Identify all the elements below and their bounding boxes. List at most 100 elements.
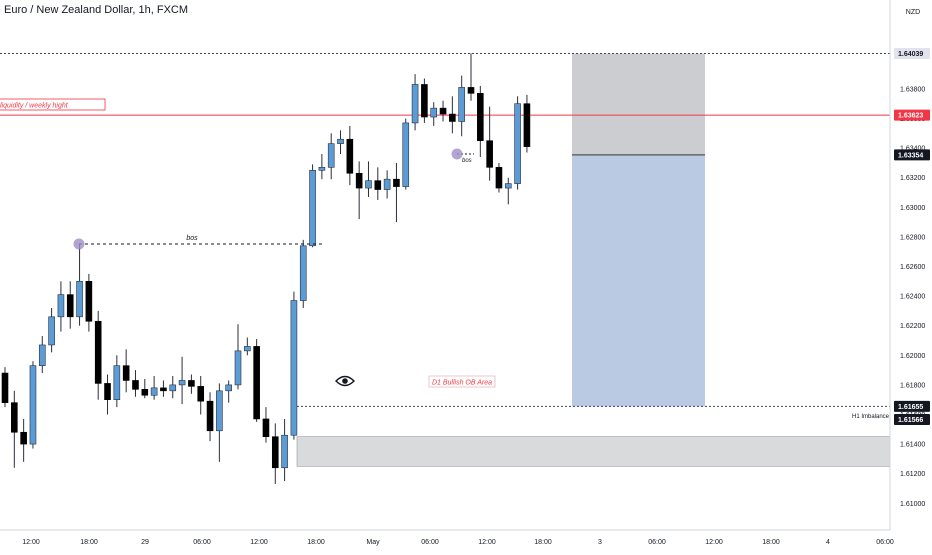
candle [234,350,242,386]
candle [504,183,512,189]
price-tick-label: 1.62200 [900,323,925,330]
candle [495,167,503,189]
candle [113,365,121,401]
price-tag [894,109,930,121]
candle [309,170,316,247]
time-tick-label: 29 [141,539,149,546]
candle [327,143,335,168]
price-tag [894,48,930,60]
candle [355,172,363,189]
time-tick-label: 4 [826,539,830,546]
candle [374,180,382,190]
price-tick-label: 1.63800 [900,86,925,93]
time-tick-label: 3 [598,539,602,546]
liquidity-label-box [0,98,106,111]
candle [253,346,260,420]
candle [216,390,223,432]
price-tick-label: 1.61400 [900,442,925,449]
candle [11,402,18,433]
price-tick-label: 1.61000 [900,501,925,508]
ob-label-box [428,375,496,388]
price-axis-currency: NZD [906,9,920,16]
price-tag-label: 1.61655 [898,404,923,411]
candle [467,87,475,94]
liquidity-label: liquidity / weekly hight [0,103,69,110]
candle [20,431,27,445]
candle [1,372,9,403]
candle [57,294,65,318]
price-tick-label: 1.62400 [900,294,925,301]
time-tick-label: 12:00 [250,539,268,546]
eye-icon[interactable] [335,375,355,387]
price-tag-label: 1.64039 [898,51,923,58]
candle [421,84,428,118]
candle [458,87,465,122]
position-target-zone [572,154,705,407]
candle [337,138,344,144]
time-tick-label: 18:00 [80,539,98,546]
bos-label-1: bos [186,235,198,242]
candle [281,434,288,469]
symbol-title[interactable]: Euro / New Zealand Dollar, 1h, FXCM [4,4,189,16]
price-tick-label: 1.61200 [900,471,925,478]
price-tick-label: 1.63000 [900,205,925,212]
ob-label: D1 Bullish OB Area [432,380,492,387]
price-tag-label: 1.63623 [898,113,923,120]
price-tick-label: 1.61800 [900,382,925,389]
candle [439,107,447,115]
time-tick-label: 06:00 [876,539,894,546]
bos-label-2: bos [462,158,472,164]
price-tick-label: 1.62600 [900,264,925,271]
candle [346,138,354,174]
candle [188,380,195,387]
imbalance-label: H1 Imbalance [852,414,890,420]
time-tick-label: 12:00 [705,539,723,546]
candle [178,380,186,386]
candle [411,84,419,124]
time-tick-label: May [366,539,380,546]
time-tick-label: 06:00 [648,539,666,546]
candle [244,346,251,352]
price-tick-label: 1.63400 [900,146,925,153]
candle [141,389,149,396]
price-tick-label: 1.62800 [900,234,925,241]
d1-bullish-ob-zone [296,436,891,467]
candle [430,107,438,118]
candle [122,365,130,381]
time-tick-label: 18:00 [534,539,552,546]
candle [132,380,139,390]
candle [523,103,531,147]
candle [477,93,484,141]
position-stop-zone [572,53,705,155]
price-tick-label: 1.62000 [900,353,925,360]
candle [29,365,37,445]
time-axis-bg [0,530,890,550]
candle [365,180,372,189]
candle [449,113,456,122]
candle [38,344,46,366]
candle [76,280,83,318]
candle [318,167,326,171]
candle [383,178,391,190]
price-tag-label: 1.63354 [898,152,923,159]
candle [169,384,177,392]
candle [85,280,93,322]
candle [299,245,307,301]
candle [160,387,167,392]
time-tick-label: 06:00 [193,539,211,546]
candle [290,300,298,436]
time-tick-label: 12:00 [478,539,496,546]
candle [94,320,102,384]
candle [197,386,205,402]
candle [48,316,55,346]
candle [66,294,74,318]
price-axis-bg [890,0,932,550]
pivot-marker-1 [73,238,85,250]
time-tick-label: 06:00 [421,539,439,546]
price-tag [894,400,930,412]
candle [486,140,493,168]
time-tick-label: 18:00 [762,539,780,546]
candle [402,122,410,187]
